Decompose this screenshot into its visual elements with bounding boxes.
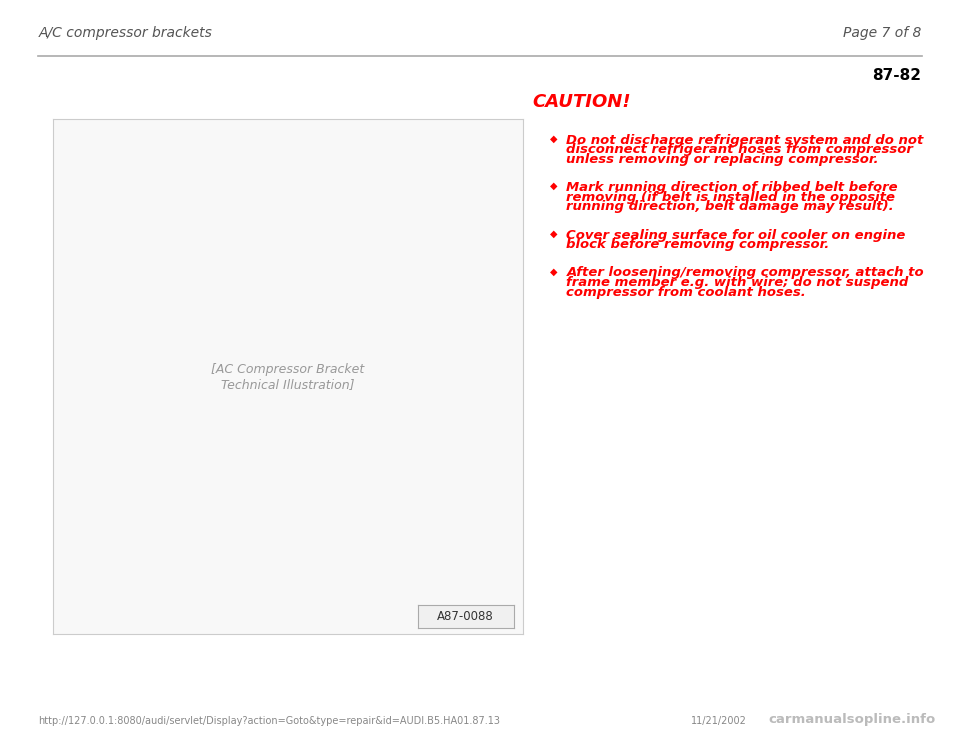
Text: unless removing or replacing compressor.: unless removing or replacing compressor. (566, 153, 879, 166)
Text: After loosening/removing compressor, attach to: After loosening/removing compressor, att… (566, 266, 924, 280)
Text: disconnect refrigerant hoses from compressor: disconnect refrigerant hoses from compre… (566, 143, 913, 157)
Text: A87-0088: A87-0088 (437, 610, 494, 623)
Text: ◆: ◆ (550, 229, 558, 238)
Text: carmanualsopline.info: carmanualsopline.info (768, 712, 935, 726)
Text: http://127.0.0.1:8080/audi/servlet/Display?action=Goto&type=repair&id=AUDI.B5.HA: http://127.0.0.1:8080/audi/servlet/Displ… (38, 716, 500, 726)
Text: ◆: ◆ (550, 266, 558, 276)
Text: Cover sealing surface for oil cooler on engine: Cover sealing surface for oil cooler on … (566, 229, 906, 242)
Text: running direction, belt damage may result).: running direction, belt damage may resul… (566, 200, 894, 214)
Text: CAUTION!: CAUTION! (533, 93, 632, 111)
Text: ◆: ◆ (550, 181, 558, 191)
Text: [AC Compressor Bracket
Technical Illustration]: [AC Compressor Bracket Technical Illustr… (211, 363, 365, 390)
Text: 11/21/2002: 11/21/2002 (691, 716, 747, 726)
Text: Page 7 of 8: Page 7 of 8 (843, 26, 922, 40)
Text: ◆: ◆ (550, 134, 558, 143)
Text: Mark running direction of ribbed belt before: Mark running direction of ribbed belt be… (566, 181, 898, 194)
Text: block before removing compressor.: block before removing compressor. (566, 238, 829, 252)
Text: A/C compressor brackets: A/C compressor brackets (38, 26, 212, 40)
Text: Do not discharge refrigerant system and do not: Do not discharge refrigerant system and … (566, 134, 924, 147)
Text: removing (if belt is installed in the opposite: removing (if belt is installed in the op… (566, 191, 896, 204)
Text: frame member e.g. with wire; do not suspend: frame member e.g. with wire; do not susp… (566, 276, 909, 289)
Text: compressor from coolant hoses.: compressor from coolant hoses. (566, 286, 806, 299)
Text: 87-82: 87-82 (873, 68, 922, 83)
